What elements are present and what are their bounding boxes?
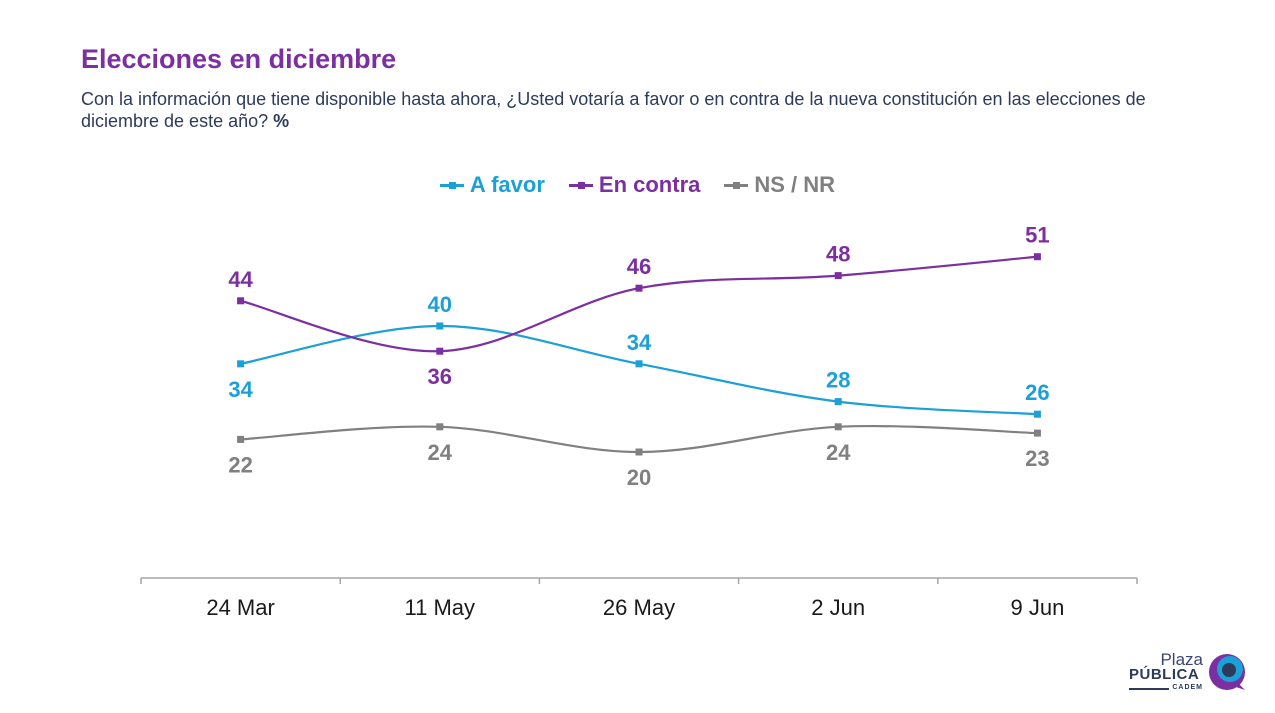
plaza-publica-logo: Plaza PÚBLICA CADEM [1127, 650, 1247, 695]
data-point [237, 297, 245, 305]
speech-bubble-logo-icon [1209, 654, 1245, 690]
data-label: 26 [1025, 380, 1049, 405]
legend-label-en-contra: En contra [598, 172, 701, 197]
data-point [635, 360, 643, 368]
data-point [237, 360, 245, 368]
data-label: 24 [428, 440, 453, 465]
chart-subtitle: Con la información que tiene disponible … [81, 88, 1161, 132]
x-tick-label: 26 May [603, 595, 675, 620]
x-tick-label: 11 May [405, 595, 476, 620]
logo-publica-text: PÚBLICA [1129, 666, 1200, 683]
data-label: 22 [228, 452, 252, 477]
data-label: 34 [228, 377, 253, 402]
data-point [436, 423, 444, 431]
data-point [1033, 410, 1041, 418]
legend-swatch-ns-nr [724, 181, 749, 189]
data-point [1033, 253, 1041, 261]
data-label: 48 [826, 242, 850, 267]
subtitle-question: Con la información que tiene disponible … [81, 89, 1146, 131]
data-label: 36 [428, 364, 452, 389]
data-label: 51 [1025, 223, 1049, 248]
legend-item-ns-nr: NS / NR [724, 172, 835, 198]
data-point [237, 435, 245, 443]
chart-title: Elecciones en diciembre [81, 44, 397, 74]
legend: A favor En contra NS / NR [0, 172, 1275, 198]
legend-swatch-en-contra [568, 181, 593, 189]
logo-underline [1129, 688, 1169, 690]
data-point [1033, 429, 1041, 437]
x-tick-label: 24 Mar [206, 595, 274, 620]
legend-item-a-favor: A favor [439, 172, 545, 198]
data-point [635, 284, 643, 292]
data-label: 28 [826, 368, 850, 393]
x-tick-label: 2 Jun [811, 595, 865, 620]
data-point [436, 347, 444, 355]
data-point [436, 322, 444, 330]
logo-cadem-text: CADEM [1172, 684, 1203, 691]
legend-label-a-favor: A favor [469, 172, 545, 197]
legend-item-en-contra: En contra [568, 172, 701, 198]
series-line [240, 424, 1038, 454]
data-label: 46 [627, 254, 651, 279]
legend-label-ns-nr: NS / NR [754, 172, 836, 197]
subtitle-unit: % [273, 111, 290, 131]
x-tick-label: 9 Jun [1010, 595, 1064, 620]
data-label: 44 [228, 267, 253, 292]
data-label: 40 [428, 292, 452, 317]
data-label: 34 [627, 330, 652, 355]
data-point [834, 272, 842, 280]
data-label: 24 [826, 440, 851, 465]
legend-swatch-a-favor [439, 181, 464, 189]
data-point [834, 423, 842, 431]
data-point [635, 448, 643, 456]
data-label: 23 [1025, 446, 1049, 471]
data-point [834, 398, 842, 406]
logo-plaza-text: Plaza [1160, 650, 1203, 669]
data-label: 20 [627, 465, 651, 490]
